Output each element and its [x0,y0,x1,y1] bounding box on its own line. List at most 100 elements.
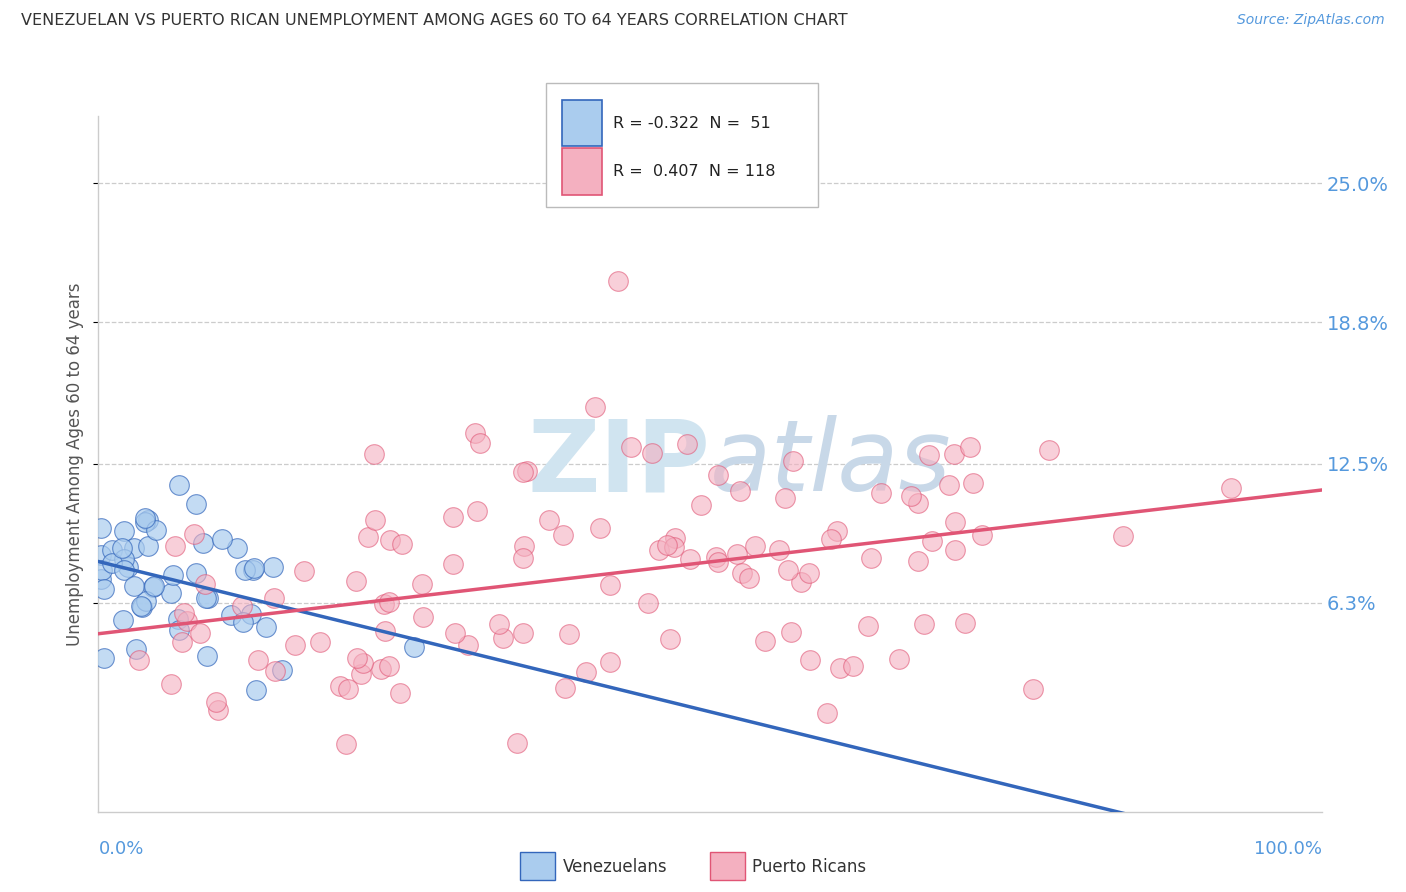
Point [444,626,467,640]
Point [641,446,664,460]
Point [254,620,277,634]
Point [676,437,699,451]
Point [870,486,893,500]
Point [335,738,357,752]
Text: Source: ZipAtlas.com: Source: ZipAtlas.com [1237,13,1385,28]
Point [389,686,412,700]
Point [336,681,359,696]
Point [815,706,838,720]
Point [134,515,156,529]
Point [943,515,966,529]
Point [143,579,166,593]
Point [207,703,229,717]
Point [842,659,865,673]
Point [790,575,813,590]
Point [780,624,803,639]
Point [211,532,233,546]
Point [93,651,115,665]
Point [554,681,576,695]
Point [93,582,115,596]
Point [856,619,879,633]
Point [183,527,205,541]
Point [907,496,929,510]
Point [470,436,492,450]
Point [412,610,434,624]
Point [117,559,139,574]
Point [160,586,183,600]
Point [370,662,392,676]
Point [606,274,628,288]
Point [859,551,882,566]
Point [111,541,134,556]
Point [284,638,307,652]
Point [1038,443,1060,458]
Point [197,591,219,605]
Point [160,677,183,691]
Point [513,539,536,553]
Point [659,632,682,647]
Point [292,564,315,578]
Point [725,547,748,561]
Point [380,533,402,547]
Point [799,653,821,667]
Point [938,478,960,492]
Point [195,591,218,606]
Point [131,599,153,614]
Text: Venezuelans: Venezuelans [562,858,666,876]
Point [970,528,993,542]
Point [242,563,264,577]
Point [90,572,112,586]
Point [962,475,984,490]
Point [1022,681,1045,696]
Point [679,551,702,566]
Point [173,606,195,620]
Point [599,577,621,591]
Point [122,579,145,593]
Point [225,541,247,556]
Point [357,530,380,544]
Point [193,536,215,550]
Point [145,523,167,537]
Point [551,528,574,542]
Point [707,468,730,483]
Point [112,524,135,538]
Point [170,635,193,649]
Point [907,554,929,568]
Point [797,566,820,580]
Point [124,541,146,555]
Point [512,626,534,640]
Point [404,640,426,654]
Point [728,484,751,499]
Point [135,593,157,607]
Text: R = -0.322  N =  51: R = -0.322 N = 51 [613,116,770,131]
Point [194,577,217,591]
Point [167,623,190,637]
Point [378,658,401,673]
Point [955,615,977,630]
Point [219,607,242,622]
Point [825,524,848,538]
Point [363,512,385,526]
Point [506,736,529,750]
Point [776,563,799,577]
Point [243,561,266,575]
Point [374,624,396,639]
Y-axis label: Unemployment Among Ages 60 to 64 years: Unemployment Among Ages 60 to 64 years [66,282,84,646]
Point [163,539,186,553]
Point [136,513,159,527]
Point [637,596,659,610]
Point [900,490,922,504]
Text: VENEZUELAN VS PUERTO RICAN UNEMPLOYMENT AMONG AGES 60 TO 64 YEARS CORRELATION CH: VENEZUELAN VS PUERTO RICAN UNEMPLOYMENT … [21,13,848,29]
Point [662,541,685,555]
Point [101,543,124,558]
Point [344,574,367,588]
Point [309,635,332,649]
Point [128,653,150,667]
Point [111,613,134,627]
Point [124,642,146,657]
Point [112,563,135,577]
Point [820,533,842,547]
Point [350,666,373,681]
Point [516,464,538,478]
Point [90,521,112,535]
